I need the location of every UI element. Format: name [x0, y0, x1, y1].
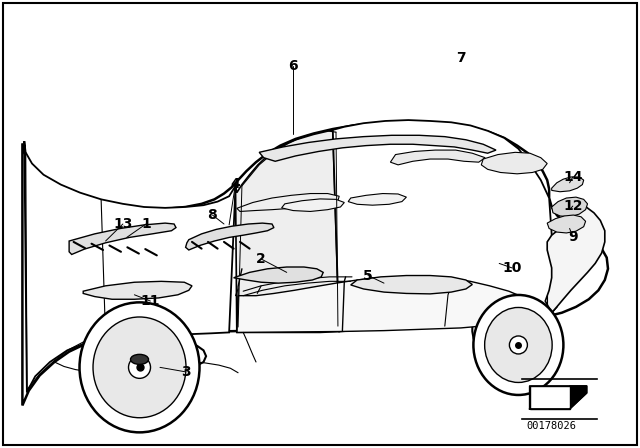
Polygon shape [351, 276, 472, 294]
Polygon shape [530, 386, 570, 409]
Polygon shape [259, 135, 496, 161]
Polygon shape [236, 130, 339, 332]
Text: 7: 7 [456, 51, 466, 65]
Text: 13: 13 [113, 217, 132, 231]
Polygon shape [472, 317, 560, 358]
Text: 2: 2 [256, 252, 266, 266]
Polygon shape [547, 215, 586, 233]
Text: 4: 4 [230, 177, 241, 191]
Text: 5: 5 [363, 268, 373, 283]
Ellipse shape [131, 354, 148, 364]
Polygon shape [481, 152, 547, 174]
Ellipse shape [484, 307, 552, 383]
Polygon shape [22, 122, 608, 405]
Text: 6: 6 [288, 59, 298, 73]
Polygon shape [237, 277, 552, 332]
Text: 14: 14 [563, 170, 582, 184]
Text: 10: 10 [502, 261, 522, 275]
Polygon shape [333, 120, 557, 332]
Polygon shape [69, 223, 176, 254]
Polygon shape [570, 386, 587, 409]
Ellipse shape [509, 336, 527, 354]
Polygon shape [545, 205, 605, 313]
Polygon shape [83, 335, 206, 371]
Polygon shape [83, 281, 192, 299]
Text: 00178026: 00178026 [527, 421, 577, 431]
Polygon shape [552, 177, 584, 192]
Text: 1: 1 [141, 217, 151, 231]
Ellipse shape [79, 302, 200, 432]
Polygon shape [390, 150, 485, 165]
Polygon shape [186, 223, 274, 250]
Polygon shape [237, 194, 339, 211]
Polygon shape [234, 267, 323, 283]
Text: 8: 8 [207, 208, 218, 222]
Text: 9: 9 [568, 229, 578, 244]
Polygon shape [348, 194, 406, 205]
Text: 12: 12 [563, 199, 582, 213]
Ellipse shape [93, 317, 186, 418]
Polygon shape [552, 197, 588, 217]
Polygon shape [282, 199, 344, 211]
Ellipse shape [474, 295, 563, 395]
Ellipse shape [129, 356, 150, 379]
Text: 11: 11 [141, 294, 160, 308]
Polygon shape [24, 141, 236, 392]
Text: 3: 3 [180, 365, 191, 379]
